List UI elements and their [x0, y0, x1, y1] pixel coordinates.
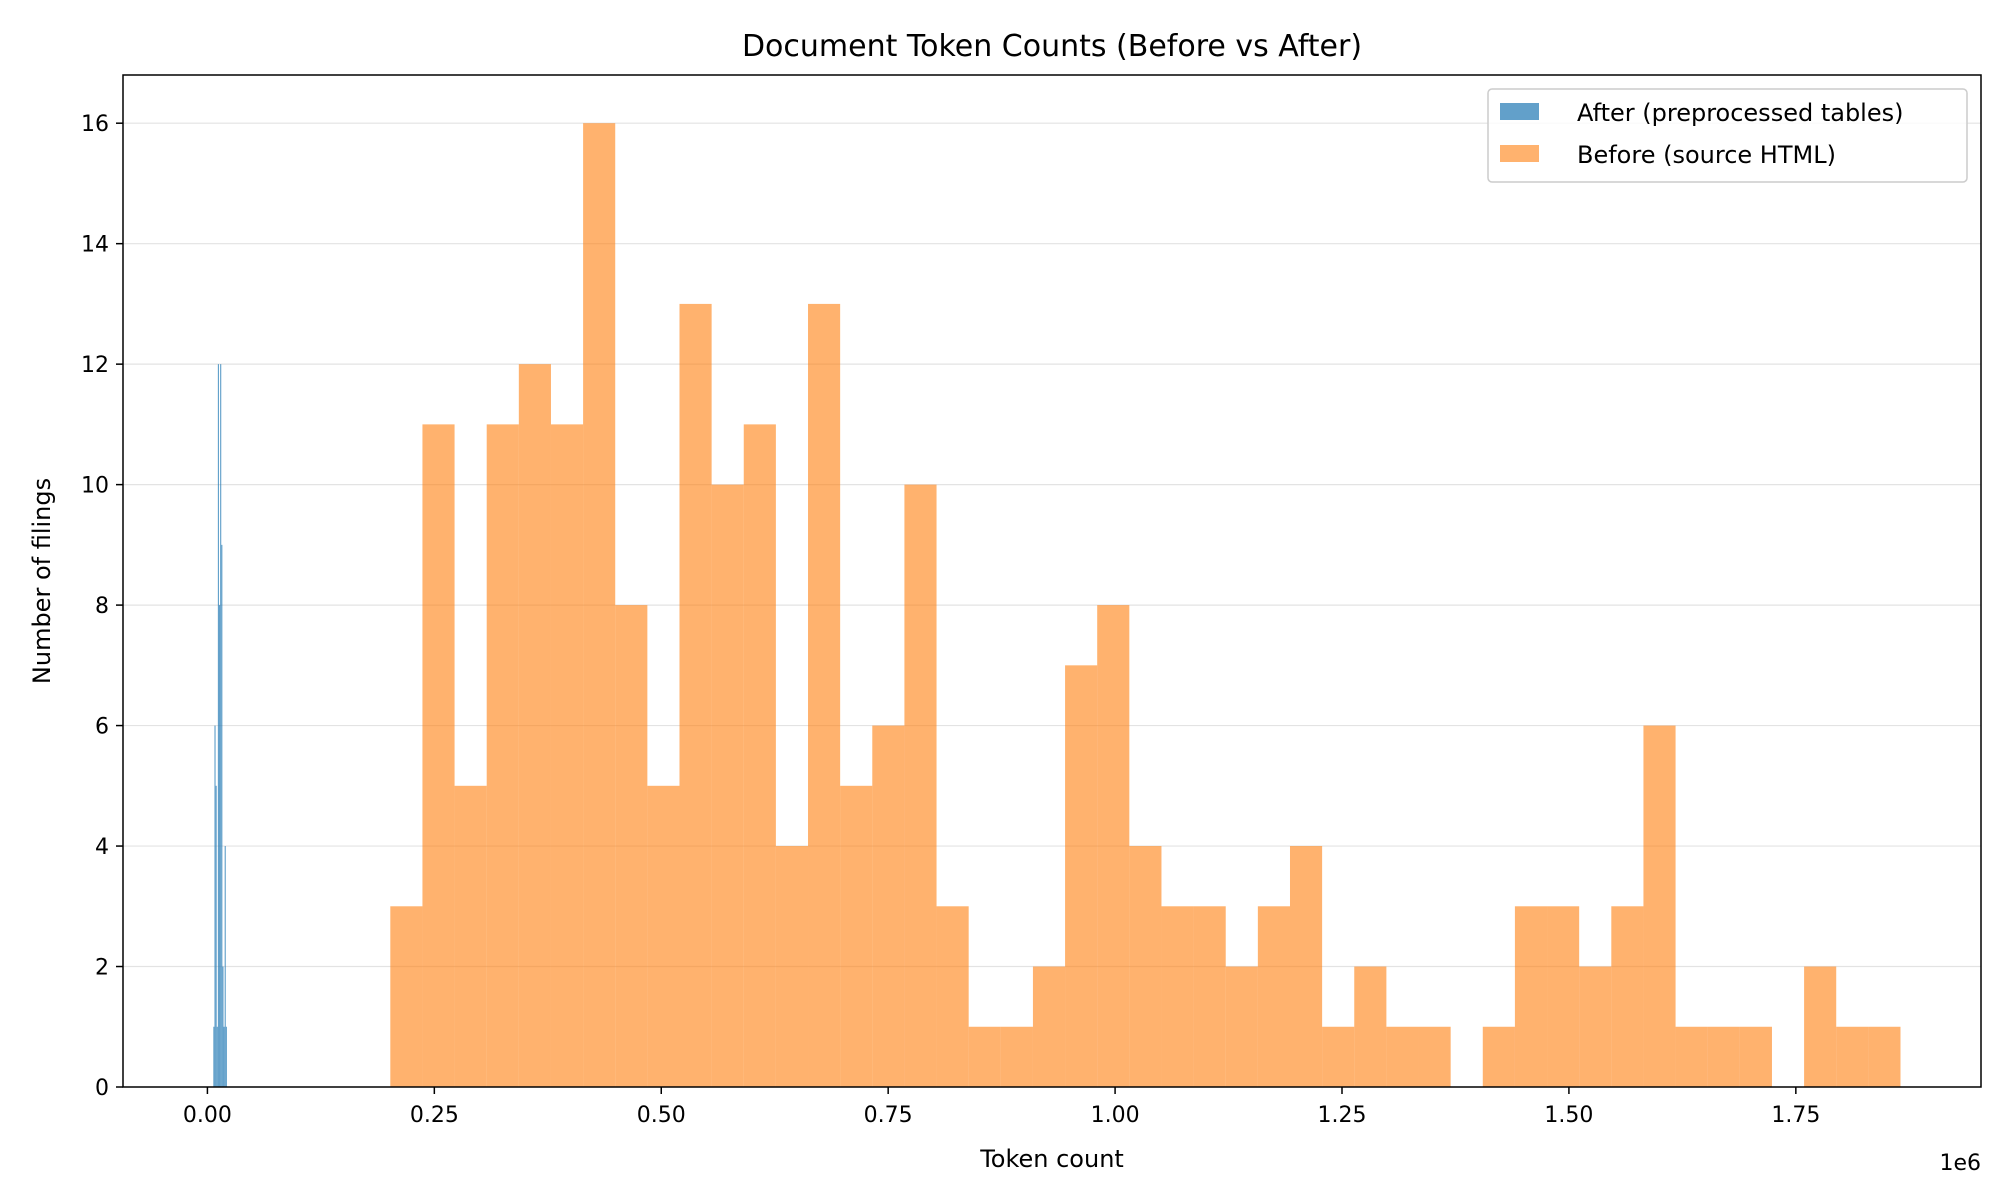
histogram-bar [647, 785, 680, 1087]
series-before [390, 123, 1901, 1088]
histogram-bar [968, 1026, 1001, 1087]
legend-swatch-before [1500, 145, 1539, 162]
histogram-bar [1097, 605, 1130, 1087]
histogram-bar [1129, 846, 1162, 1087]
y-tick-label: 8 [95, 594, 109, 619]
histogram-bar [215, 785, 217, 1087]
histogram-bar [221, 544, 223, 1087]
histogram-bar [216, 1026, 218, 1087]
histogram-bar [218, 605, 221, 1087]
histogram-bar [1418, 1026, 1451, 1087]
histogram-bar [1739, 1026, 1772, 1087]
y-tick-label: 10 [81, 474, 109, 499]
histogram-bar [1354, 966, 1387, 1087]
histogram-bar [711, 484, 744, 1088]
legend-swatch-after [1500, 103, 1539, 120]
histogram-bar [518, 364, 551, 1088]
x-axis-title: Token count [979, 1145, 1124, 1173]
legend: After (preprocessed tables) Before (sour… [1487, 88, 1968, 183]
histogram-bar [1289, 846, 1323, 1087]
histogram-bar [223, 1026, 225, 1087]
histogram-bar [743, 424, 776, 1087]
series-after [213, 364, 227, 1088]
histogram-bar [1257, 906, 1290, 1087]
x-tick-label: 0.25 [410, 1103, 459, 1128]
histogram-bar [1322, 1026, 1355, 1087]
histogram-bar [679, 303, 712, 1087]
histogram-bar [454, 785, 487, 1087]
histogram-bar [1836, 1026, 1869, 1087]
histogram-bar [872, 725, 905, 1087]
legend-label-before: Before (source HTML) [1577, 141, 1836, 169]
y-tick-label: 2 [95, 956, 109, 981]
histogram-bar [1032, 966, 1066, 1087]
histogram-bar [1482, 1026, 1515, 1087]
legend-box [1487, 88, 1968, 183]
histogram-bar [1386, 1026, 1419, 1087]
histogram-bar [775, 846, 809, 1087]
x-tick-label: 1.25 [1318, 1103, 1367, 1128]
histogram-bars [213, 123, 1901, 1088]
histogram-bar [220, 364, 222, 1088]
histogram-bar [1000, 1026, 1033, 1087]
histogram-bar [390, 906, 423, 1087]
histogram-bar [213, 1026, 215, 1087]
y-axis-title: Number of filings [28, 478, 56, 684]
x-tick-label: 1.00 [1091, 1103, 1140, 1128]
histogram-bar [808, 303, 841, 1087]
histogram-bar [1611, 906, 1644, 1087]
histogram-bar [1675, 1026, 1708, 1087]
histogram-bar [615, 605, 648, 1087]
y-tick-label: 6 [95, 715, 109, 740]
histogram-bar [1547, 906, 1580, 1087]
y-tick-label: 14 [81, 233, 109, 258]
histogram-bar [550, 424, 584, 1087]
x-axis-ticks: 0.00 0.25 0.50 0.75 1.00 1.25 1.50 1.75 [183, 1087, 1820, 1128]
plot-frame [122, 74, 1982, 1088]
histogram-bar [1643, 725, 1676, 1087]
histogram-bar [1161, 906, 1194, 1087]
histogram-bar [1514, 906, 1548, 1087]
x-tick-label: 0.75 [864, 1103, 913, 1128]
x-tick-label: 1.50 [1544, 1103, 1593, 1128]
histogram-bar [1707, 1026, 1740, 1087]
histogram-bar [904, 484, 937, 1088]
y-tick-label: 16 [81, 112, 109, 137]
x-tick-label: 0.00 [183, 1103, 232, 1128]
histogram-bar [1193, 906, 1226, 1087]
histogram-bar [1804, 966, 1837, 1087]
y-axis-ticks: 0 2 4 6 8 10 12 14 16 [81, 112, 123, 1101]
histogram-bar [224, 846, 226, 1087]
y-tick-label: 12 [81, 353, 109, 378]
chart-title: Document Token Counts (Before vs After) [742, 29, 1362, 64]
x-axis-offset-label: 1e6 [1939, 1151, 1981, 1176]
histogram-bar [1579, 966, 1612, 1087]
histogram-bar [1225, 966, 1258, 1087]
histogram-bar [214, 725, 216, 1087]
x-tick-label: 0.50 [637, 1103, 686, 1128]
histogram-bar [486, 424, 519, 1087]
histogram-bar [222, 966, 224, 1087]
histogram-bar [225, 1026, 227, 1087]
y-tick-label: 0 [95, 1076, 109, 1101]
histogram-bar [1868, 1026, 1901, 1087]
histogram-bar [583, 123, 616, 1087]
y-tick-label: 4 [95, 835, 109, 860]
histogram-bar [1065, 665, 1098, 1087]
histogram-bar [217, 364, 219, 1088]
legend-label-after: After (preprocessed tables) [1577, 99, 1903, 127]
histogram-bar [936, 906, 969, 1087]
x-tick-label: 1.75 [1771, 1103, 1820, 1128]
histogram-bar [840, 785, 873, 1087]
histogram-bar [422, 424, 455, 1087]
